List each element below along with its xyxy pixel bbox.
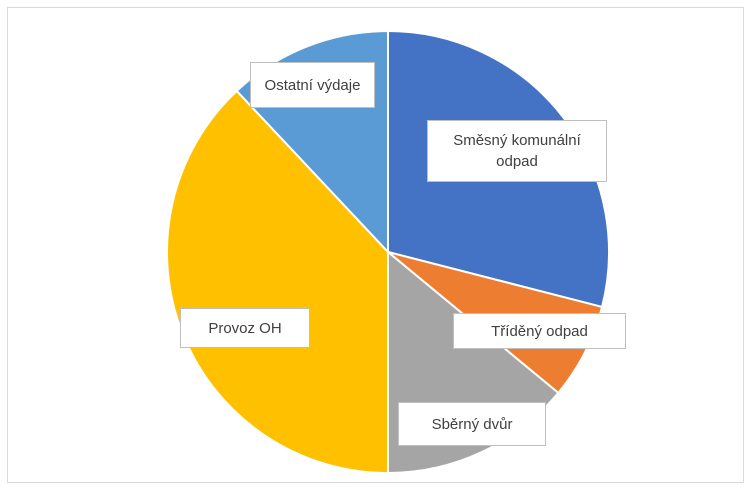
data-label: Provoz OH xyxy=(180,308,310,348)
data-label: Směsný komunální odpad xyxy=(427,120,607,182)
chart-area xyxy=(7,7,744,483)
data-label: Ostatní výdaje xyxy=(250,62,375,108)
data-label: Sběrný dvůr xyxy=(398,402,546,446)
data-label: Tříděný odpad xyxy=(453,313,626,349)
